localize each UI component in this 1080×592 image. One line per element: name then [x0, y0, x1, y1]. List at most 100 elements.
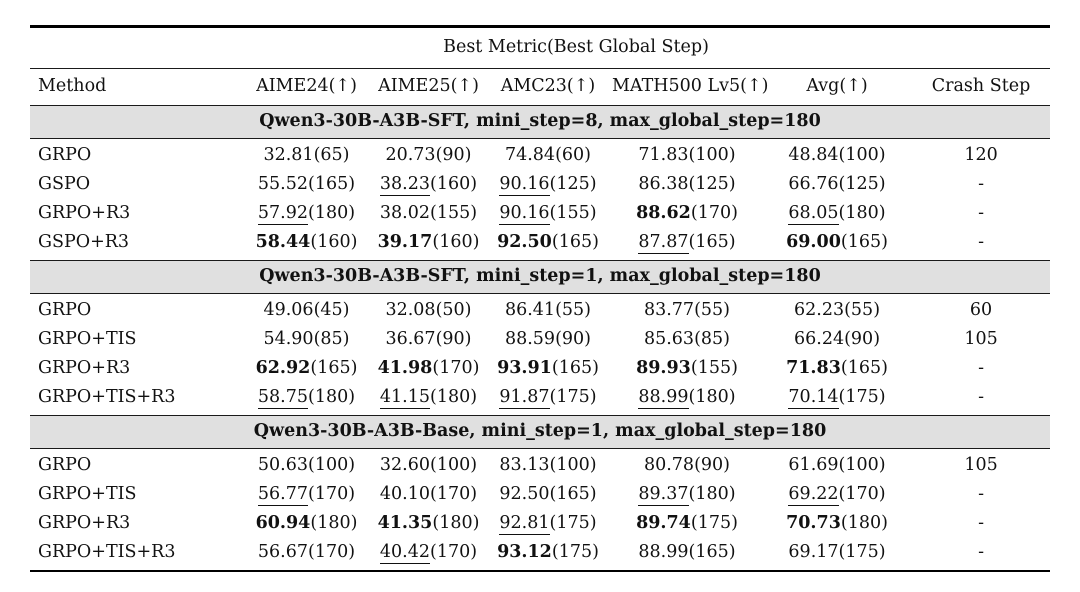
method-cell: GRPO: [38, 145, 92, 165]
metric-step: (175): [690, 513, 738, 533]
metric-value: 57.92: [257, 203, 309, 225]
metric-value: 49.06: [263, 300, 314, 320]
metric-cell: 89.93(155): [612, 354, 762, 383]
metric-cell: 86.41(55): [484, 294, 612, 326]
metric-cell: 40.42(170): [373, 538, 484, 571]
metric-cell: 61.69(100): [762, 449, 912, 481]
metric-cell: 91.87(175): [484, 383, 612, 416]
metric-cell: 57.92(180): [240, 199, 373, 228]
metric-value: 89.37: [638, 484, 689, 506]
table-row: GRPO+R3 60.94(180) 41.35(180) 92.81(175) 89.…: [30, 509, 1050, 538]
metric-cell: 50.63(100): [240, 449, 373, 481]
metric-cell: 89.74(175): [612, 509, 762, 538]
metric-cell: 56.77(170): [240, 480, 373, 509]
crash-step-cell: -: [978, 387, 984, 407]
metric-cell: 86.38(125): [612, 170, 762, 199]
metric-value: 69.22: [788, 484, 839, 506]
metric-cell: 92.50(165): [484, 228, 612, 261]
method-cell: GRPO+R3: [38, 513, 131, 533]
metric-value: 56.67: [257, 542, 309, 562]
metric-value: 60.94: [255, 513, 311, 533]
metric-value: 36.67: [385, 329, 436, 349]
metric-cell: 92.50(165): [484, 480, 612, 509]
metric-cell: 71.83(165): [762, 354, 912, 383]
metric-cell: 90.16(155): [484, 199, 612, 228]
metric-step: (180): [308, 387, 356, 407]
metric-step: (180): [432, 513, 480, 533]
metric-value: 41.15: [379, 387, 431, 409]
metric-value: 40.10: [379, 484, 431, 504]
method-cell: GRPO: [38, 455, 92, 475]
metric-cell: 32.08(50): [373, 294, 484, 326]
metric-cell: 80.78(90): [612, 449, 762, 481]
metric-cell: 90.16(125): [484, 170, 612, 199]
metric-cell: 88.99(165): [612, 538, 762, 571]
metric-cell: 93.91(165): [484, 354, 612, 383]
metric-cell: 48.84(100): [762, 139, 912, 171]
metric-value: 92.81: [499, 513, 550, 535]
metric-step: (165): [549, 484, 597, 504]
metric-value: 90.16: [499, 203, 550, 225]
metric-cell: 20.73(90): [373, 139, 484, 171]
metric-cell: 32.60(100): [373, 449, 484, 481]
method-cell: GRPO+TIS: [38, 484, 137, 504]
metric-cell: 88.62(170): [612, 199, 762, 228]
metric-step: (90): [694, 455, 731, 475]
metric-value: 93.91: [497, 358, 552, 378]
metric-step: (160): [432, 232, 480, 252]
metric-value: 89.93: [636, 358, 691, 378]
metric-step: (180): [430, 387, 478, 407]
metric-step: (85): [313, 329, 350, 349]
metric-step: (175): [838, 387, 886, 407]
metric-step: (125): [688, 174, 736, 194]
metric-cell: 68.05(180): [762, 199, 912, 228]
metric-step: (90): [435, 329, 472, 349]
metric-value: 48.84: [788, 145, 839, 165]
table-row: GRPO 50.63(100) 32.60(100) 83.13(100) 80.78(…: [30, 449, 1050, 481]
table-row: GRPO 32.81(65) 20.73(90) 74.84(60) 71.83(100…: [30, 139, 1050, 171]
table-row: GSPO+R3 58.44(160) 39.17(160) 92.50(165) 87.…: [30, 228, 1050, 261]
crash-step-cell: -: [978, 174, 984, 194]
metric-step: (165): [308, 174, 356, 194]
crash-step-cell: -: [978, 358, 984, 378]
metric-value: 38.23: [379, 174, 431, 196]
metric-step: (175): [838, 542, 886, 562]
section-header-row: Qwen3-30B-A3B-Base, mini_step=1, max_glo…: [30, 415, 1051, 449]
metric-cell: 62.23(55): [762, 294, 912, 326]
metric-cell: 36.67(90): [373, 325, 484, 354]
metric-value: 93.12: [497, 542, 552, 562]
metric-value: 69.17: [788, 542, 839, 562]
metric-cell: 83.13(100): [484, 449, 612, 481]
metric-step: (180): [838, 203, 886, 223]
metric-value: 91.87: [499, 387, 550, 409]
column-header-aime24: AIME24(↑): [240, 68, 373, 106]
metric-cell: 38.02(155): [373, 199, 484, 228]
metric-cell: 69.17(175): [762, 538, 912, 571]
metric-step: (170): [430, 484, 478, 504]
table-row: GRPO 49.06(45) 32.08(50) 86.41(55) 83.77(55)…: [30, 294, 1050, 326]
section-header: Qwen3-30B-A3B-SFT, mini_step=8, max_glob…: [30, 105, 1051, 139]
metric-step: (175): [549, 513, 597, 533]
metric-value: 85.63: [643, 329, 695, 349]
metric-cell: 88.59(90): [484, 325, 612, 354]
metric-value: 62.92: [255, 358, 311, 378]
metric-cell: 55.52(165): [240, 170, 373, 199]
metric-step: (85): [694, 329, 731, 349]
metric-value: 92.50: [499, 484, 550, 504]
metric-cell: 93.12(175): [484, 538, 612, 571]
metric-value: 83.77: [643, 300, 695, 320]
metric-cell: 89.37(180): [612, 480, 762, 509]
metric-value: 39.17: [377, 232, 433, 252]
metric-value: 41.35: [377, 513, 433, 533]
metric-step: (165): [551, 358, 599, 378]
metric-step: (165): [688, 232, 736, 252]
metric-value: 70.14: [788, 387, 839, 409]
metric-step: (55): [694, 300, 731, 320]
metric-cell: 87.87(165): [612, 228, 762, 261]
metric-value: 38.02: [379, 203, 431, 223]
table-row: GRPO+R3 57.92(180) 38.02(155) 90.16(155) 88.…: [30, 199, 1050, 228]
metric-cell: 58.75(180): [240, 383, 373, 416]
metric-cell: 60.94(180): [240, 509, 373, 538]
metric-step: (55): [844, 300, 881, 320]
